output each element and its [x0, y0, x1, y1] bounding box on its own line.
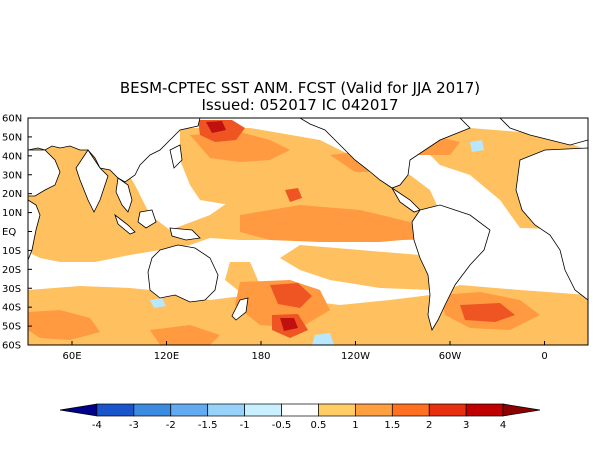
lat-label: 10N: [2, 208, 22, 219]
land-africa-west: [515, 147, 588, 301]
land-south-america: [411, 204, 491, 332]
longitude-axis: 60E 120E 180 120W 60W 0: [62, 341, 548, 362]
colorbar-tick-label: -1.5: [198, 420, 218, 431]
lon-label: 120E: [154, 351, 179, 362]
lon-label: 60E: [62, 351, 81, 362]
colorbar-tick-label: -0.5: [272, 420, 292, 431]
colorbar-swatch: [391, 403, 430, 417]
land-indochina: [115, 177, 133, 213]
lon-label: 180: [251, 351, 270, 362]
land-australia: [147, 244, 219, 303]
anomaly-field: [28, 120, 588, 345]
colorbar-swatch: [133, 403, 172, 417]
lat-label: 60N: [2, 114, 22, 125]
land-sumatra: [114, 213, 136, 235]
land-eurasia: [28, 118, 201, 183]
lat-label: 30N: [2, 170, 22, 181]
land-newguinea: [169, 227, 201, 241]
lon-label: 0: [541, 351, 547, 362]
colorbar-tick-label: -2: [166, 420, 176, 431]
colorbar-swatch: [355, 403, 393, 417]
colorbar-swatch: [465, 403, 504, 417]
cool-anomaly: [150, 140, 484, 345]
warm-anomaly-max: [206, 121, 298, 331]
lat-label: 40N: [2, 151, 22, 162]
land-europe: [499, 118, 588, 146]
lat-label: 60S: [2, 341, 21, 352]
colorbar-tick-label: 4: [500, 420, 506, 431]
land-central-america: [391, 187, 421, 213]
colorbar-tick-label: 1: [352, 420, 358, 431]
colorbar-swatch: [59, 403, 98, 417]
colorbar-tick-label: -1: [240, 420, 250, 431]
land-india: [75, 149, 109, 213]
colorbar-swatch: [428, 403, 467, 417]
colorbar-swatch: [244, 403, 282, 417]
colorbar-tick-label: 3: [463, 420, 469, 431]
colorbar-swatch: [281, 403, 319, 417]
land-newzealand: [231, 297, 249, 321]
colorbar-swatch: [96, 403, 135, 417]
continents: [28, 118, 588, 332]
lat-label: 20S: [2, 265, 21, 276]
colorbar-tick-label: -3: [129, 420, 139, 431]
lat-label: EQ: [2, 227, 16, 238]
lat-label: 30S: [2, 284, 21, 295]
lon-label: 120W: [341, 351, 370, 362]
colorbar-tick-label: 0.5: [311, 420, 327, 431]
colorbar-swatch: [170, 403, 209, 417]
land-borneo: [137, 209, 157, 229]
lon-label: 60W: [439, 351, 462, 362]
lat-label: 50S: [2, 322, 21, 333]
colorbar-swatch: [502, 403, 541, 417]
colorbar-tick-label: 1.5: [384, 420, 400, 431]
colorbar-swatch: [207, 403, 245, 417]
colorbar-tick-label: 2: [426, 420, 432, 431]
lat-label: 50N: [2, 132, 22, 143]
lat-label: 10S: [2, 246, 21, 257]
land-japan: [169, 144, 183, 169]
latitude-axis: 60N 50N 40N 30N 20N 10N EQ 10S 20S 30S 40S 50S 60S: [2, 114, 32, 352]
land-arabia: [28, 149, 61, 197]
map-title: BESM-CPTEC SST ANM. FCST (Valid for JJA …: [119, 79, 481, 97]
colorbar: -4 -3 -2 -1.5 -1 -0.5 0.5 1 1.5 2 3 4: [59, 403, 541, 431]
colorbar-swatch: [318, 403, 356, 417]
land-africa-east: [28, 199, 41, 261]
lat-label: 20N: [2, 189, 22, 200]
colorbar-tick-label: -4: [92, 420, 102, 431]
map-subtitle: Issued: 052017 IC 042017: [201, 96, 399, 114]
lat-label: 40S: [2, 303, 21, 314]
